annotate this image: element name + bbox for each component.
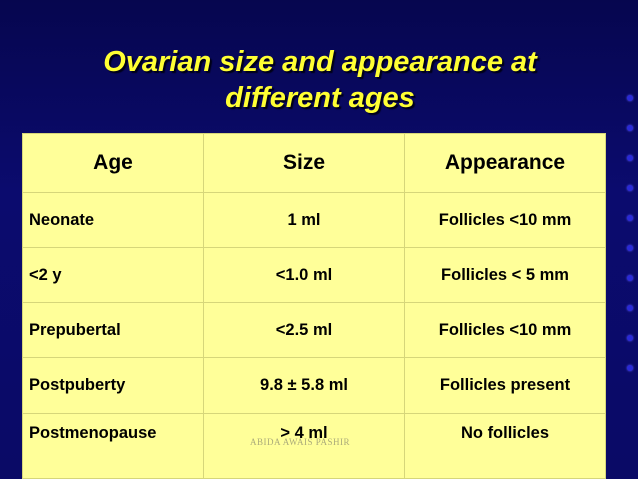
- header-appearance: Appearance: [404, 133, 606, 193]
- header-size: Size: [203, 133, 405, 193]
- bullet-dot-icon: [627, 365, 633, 371]
- table-row: <2 y <1.0 ml Follicles < 5 mm: [22, 247, 606, 304]
- cell-size: <2.5 ml: [203, 302, 405, 359]
- bullet-dot-icon: [627, 275, 633, 281]
- table-row: Neonate 1 ml Follicles <10 mm: [22, 191, 606, 249]
- cell-age: Prepubertal: [22, 302, 204, 359]
- cell-appearance: Follicles <10 mm: [404, 191, 606, 249]
- cell-size: > 4 ml: [203, 412, 405, 479]
- cell-size: 1 ml: [203, 191, 405, 249]
- bullet-dot-icon: [627, 245, 633, 251]
- table-row: Postpuberty 9.8 ± 5.8 ml Follicles prese…: [22, 357, 606, 414]
- cell-appearance: No follicles: [404, 412, 606, 479]
- bullet-dot-icon: [627, 125, 633, 131]
- decorative-bullets: [627, 95, 635, 395]
- ovarian-size-table: Age Size Appearance Neonate 1 ml Follicl…: [22, 133, 606, 479]
- title-line-2: different ages: [225, 82, 415, 114]
- slide-title: Ovarian size and appearance at different…: [40, 44, 600, 116]
- cell-size: <1.0 ml: [203, 247, 405, 304]
- watermark: ABIDA AWAIS PASHIR: [250, 437, 350, 447]
- header-age: Age: [22, 133, 204, 193]
- bullet-dot-icon: [627, 335, 633, 341]
- cell-age: Postpuberty: [22, 357, 204, 414]
- cell-appearance: Follicles <10 mm: [404, 302, 606, 359]
- cell-appearance: Follicles present: [404, 357, 606, 414]
- table-row: Prepubertal <2.5 ml Follicles <10 mm: [22, 302, 606, 359]
- cell-age: <2 y: [22, 247, 204, 304]
- table-row: Postmenopause > 4 ml No follicles: [22, 412, 606, 479]
- table-header-row: Age Size Appearance: [22, 133, 606, 193]
- cell-appearance: Follicles < 5 mm: [404, 247, 606, 304]
- bullet-dot-icon: [627, 155, 633, 161]
- bullet-dot-icon: [627, 185, 633, 191]
- cell-size: 9.8 ± 5.8 ml: [203, 357, 405, 414]
- cell-age: Postmenopause: [22, 412, 204, 479]
- title-line-1: Ovarian size and appearance at: [103, 46, 537, 78]
- bullet-dot-icon: [627, 95, 633, 101]
- cell-age: Neonate: [22, 191, 204, 249]
- bullet-dot-icon: [627, 215, 633, 221]
- bullet-dot-icon: [627, 305, 633, 311]
